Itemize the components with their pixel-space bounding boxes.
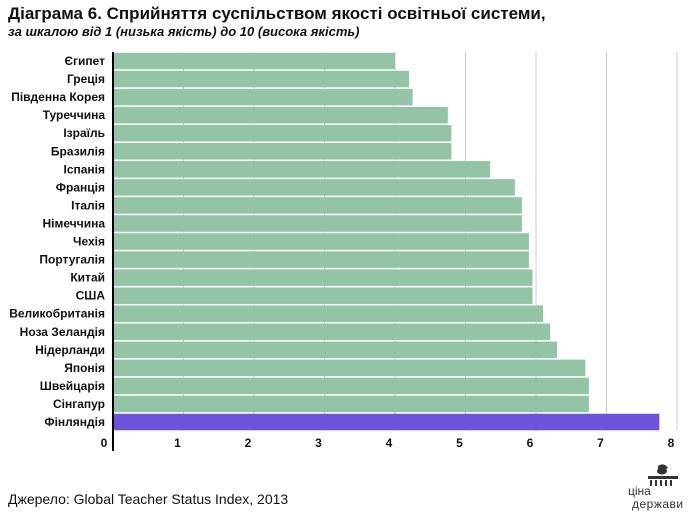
bar xyxy=(113,106,448,124)
bar xyxy=(113,70,410,88)
bar xyxy=(113,197,522,214)
bar xyxy=(113,52,395,70)
logo-icon xyxy=(648,464,678,486)
category-label: Китай xyxy=(70,271,105,285)
category-label: Єгипет xyxy=(64,54,105,68)
category-label: Іспанія xyxy=(63,162,105,176)
x-tick-label: 3 xyxy=(315,436,322,450)
x-tick-label: 7 xyxy=(597,436,604,450)
category-label: Греція xyxy=(67,72,105,86)
bar xyxy=(113,88,413,106)
bar xyxy=(113,143,452,160)
category-label: США xyxy=(76,289,106,303)
bar xyxy=(113,233,529,250)
bar xyxy=(113,377,589,395)
bar xyxy=(113,161,491,178)
bar xyxy=(113,215,522,232)
category-label: Туреччина xyxy=(43,108,106,122)
category-label: Франція xyxy=(56,180,105,194)
x-tick-label: 0 xyxy=(101,436,108,450)
x-tick-label: 1 xyxy=(174,436,181,450)
category-label: Бразилія xyxy=(51,144,105,158)
bar xyxy=(113,124,452,142)
bar xyxy=(113,287,533,304)
category-label: Німеччина xyxy=(43,216,106,230)
category-label: Ізраїль xyxy=(63,126,105,140)
bar xyxy=(113,395,589,413)
category-label: Південна Корея xyxy=(11,90,105,104)
x-tick-label: 6 xyxy=(527,436,534,450)
category-label: Сінгапур xyxy=(53,397,105,411)
bar xyxy=(113,179,515,196)
x-tick-label: 5 xyxy=(456,436,463,450)
bar xyxy=(113,359,586,377)
logo: ціна держави xyxy=(624,462,690,514)
category-label: Швейцарія xyxy=(40,379,105,393)
x-tick-label: 2 xyxy=(245,436,252,450)
bar xyxy=(113,341,558,359)
chart-title: Діаграма 6. Сприйняття суспільством якос… xyxy=(8,4,546,23)
bar xyxy=(113,305,544,322)
logo-text-line1: ціна xyxy=(628,484,651,498)
bar xyxy=(113,269,533,286)
logo-text-line2: держави xyxy=(632,497,684,511)
category-label: Фінляндія xyxy=(44,415,105,429)
category-label: Великобританія xyxy=(9,307,105,321)
x-tick-label: 8 xyxy=(668,436,675,450)
category-label: Японія xyxy=(64,361,105,375)
category-label: Нідерланди xyxy=(35,343,105,357)
category-label: Італія xyxy=(71,198,105,212)
bar xyxy=(113,323,551,341)
source-note: Джерело: Global Teacher Status Index, 20… xyxy=(8,491,289,507)
category-label: Чехія xyxy=(73,235,105,249)
bar xyxy=(113,251,529,268)
category-label: Португалія xyxy=(39,253,105,267)
x-tick-label: 4 xyxy=(386,436,393,450)
category-label: Ноза Зеландія xyxy=(20,325,105,339)
bar xyxy=(113,413,660,431)
chart-subtitle: за шкалою від 1 (низька якість) до 10 (в… xyxy=(8,24,360,39)
